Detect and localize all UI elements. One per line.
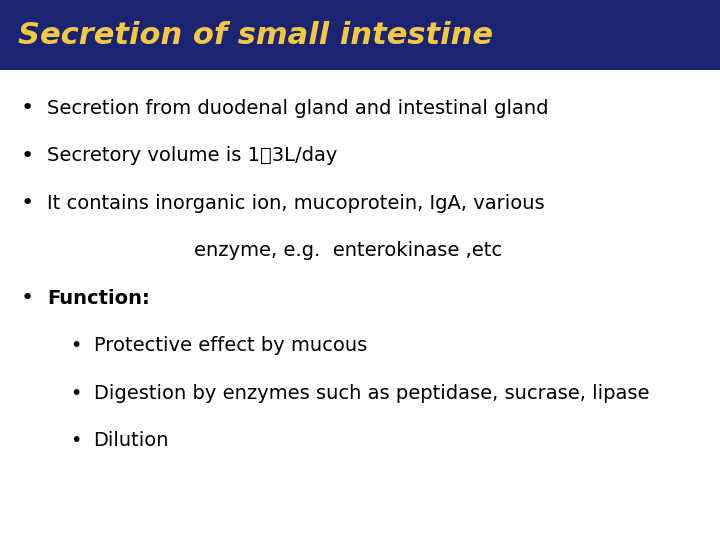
Text: •: • [21, 193, 34, 213]
Text: Digestion by enzymes such as peptidase, sucrase, lipase: Digestion by enzymes such as peptidase, … [94, 383, 649, 403]
Text: •: • [21, 145, 34, 166]
Text: •: • [70, 336, 81, 355]
Text: Secretion from duodenal gland and intestinal gland: Secretion from duodenal gland and intest… [47, 98, 549, 118]
Text: Secretory volume is 1～3L/day: Secretory volume is 1～3L/day [47, 146, 337, 165]
Text: Protective effect by mucous: Protective effect by mucous [94, 336, 367, 355]
Text: •: • [21, 98, 34, 118]
Text: Dilution: Dilution [94, 431, 169, 450]
Text: It contains inorganic ion, mucoprotein, IgA, various: It contains inorganic ion, mucoprotein, … [47, 193, 544, 213]
Text: •: • [21, 288, 34, 308]
Bar [0, 0, 720, 70]
Text: Secretion of small intestine: Secretion of small intestine [18, 21, 493, 50]
Text: Function:: Function: [47, 288, 150, 308]
Text: •: • [70, 383, 81, 403]
Text: •: • [70, 431, 81, 450]
Text: enzyme, e.g.  enterokinase ,etc: enzyme, e.g. enterokinase ,etc [194, 241, 503, 260]
